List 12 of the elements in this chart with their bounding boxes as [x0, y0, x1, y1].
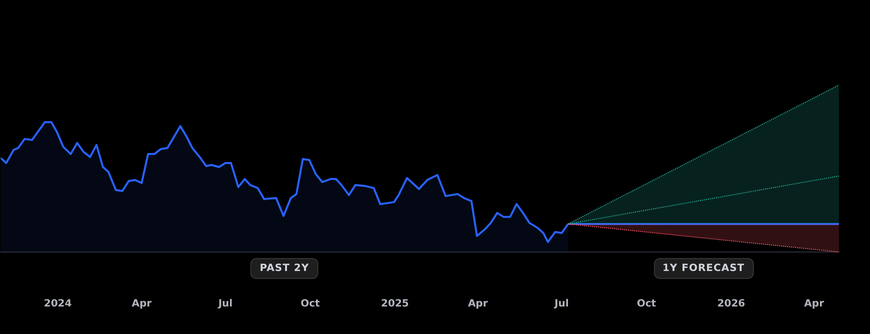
- x-tick-label: 2025: [381, 298, 409, 310]
- x-tick-label: Oct: [300, 298, 320, 310]
- text: PAST 2Y: [250, 258, 318, 279]
- x-tick-label: Jul: [217, 298, 233, 310]
- x-tick-label: Apr: [132, 298, 152, 310]
- x-tick-label: Apr: [804, 298, 824, 310]
- text: 1Y FORECAST: [653, 258, 754, 279]
- x-tick-label: Apr: [468, 298, 488, 310]
- x-tick-label: 2024: [44, 298, 72, 310]
- x-tick-label: Oct: [636, 298, 656, 310]
- x-tick-label: 2026: [717, 298, 746, 310]
- x-tick-label: Jul: [554, 298, 569, 310]
